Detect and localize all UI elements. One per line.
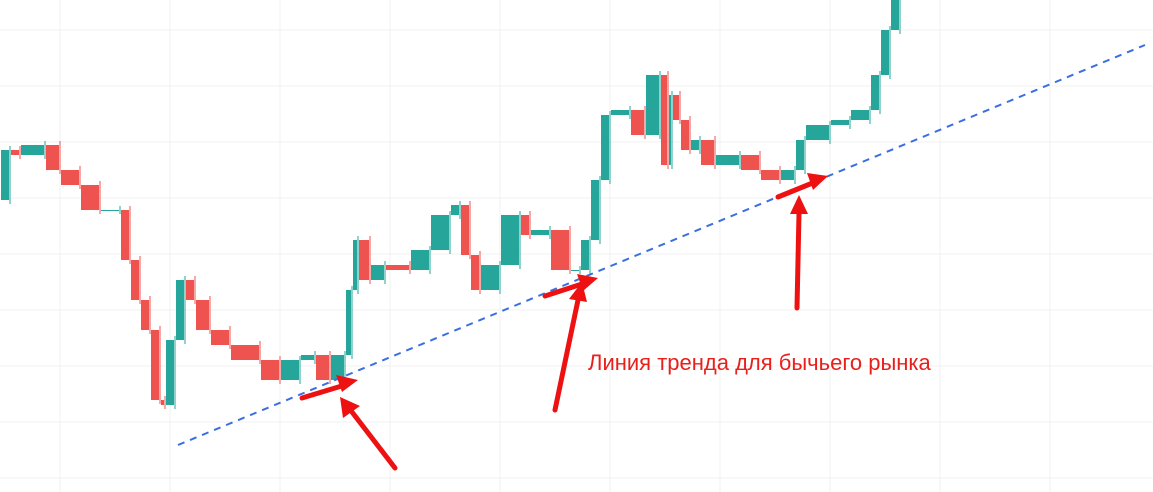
- candle: [501, 215, 519, 265]
- candle: [431, 215, 449, 250]
- candle: [81, 185, 99, 210]
- candle: [701, 140, 714, 165]
- arrow: [349, 409, 398, 471]
- candle: [761, 170, 779, 180]
- candle: [1, 150, 9, 200]
- candle: [21, 145, 44, 155]
- candle: [741, 155, 759, 170]
- candle: [121, 210, 129, 260]
- candle: [131, 260, 139, 300]
- candle: [411, 250, 429, 270]
- candle: [301, 355, 314, 360]
- candle: [11, 150, 19, 155]
- candle: [161, 400, 164, 405]
- candle: [316, 355, 329, 380]
- candle: [581, 240, 589, 270]
- candle: [571, 270, 579, 271]
- candle: [796, 140, 804, 170]
- candle: [716, 155, 739, 165]
- candle: [669, 95, 671, 165]
- candle: [661, 75, 667, 165]
- candle: [691, 140, 699, 150]
- arrows: [299, 173, 828, 471]
- candle: [673, 95, 679, 120]
- arrow-head: [790, 195, 808, 214]
- candle: [646, 75, 659, 135]
- candle: [591, 180, 599, 240]
- candle: [331, 355, 344, 380]
- candle: [359, 240, 369, 280]
- candle: [521, 215, 529, 235]
- candle: [851, 110, 869, 120]
- candle: [141, 300, 149, 330]
- candle: [281, 360, 299, 380]
- arrow: [299, 382, 348, 401]
- arrow: [542, 280, 588, 299]
- candle: [481, 265, 499, 290]
- candle: [881, 30, 889, 75]
- candle: [891, 0, 899, 30]
- candle: [346, 290, 351, 355]
- candle: [211, 330, 229, 345]
- arrow: [775, 179, 818, 200]
- candle: [186, 280, 194, 300]
- candle: [101, 210, 119, 211]
- candle: [166, 340, 174, 405]
- candle: [61, 170, 79, 185]
- candle: [601, 115, 609, 180]
- candle: [781, 170, 794, 180]
- candle: [611, 110, 629, 115]
- arrow-head: [340, 397, 360, 418]
- candle: [451, 205, 459, 215]
- candle: [371, 265, 384, 280]
- candle: [831, 120, 849, 125]
- arrow: [552, 297, 581, 413]
- candle: [681, 120, 689, 150]
- candle: [176, 280, 184, 340]
- candle: [386, 265, 409, 270]
- candles: [1, 0, 901, 409]
- arrow-head: [807, 173, 828, 190]
- arrow-head: [336, 375, 358, 392]
- candle: [231, 345, 259, 360]
- candle: [531, 230, 549, 235]
- candle: [871, 75, 879, 110]
- candle: [261, 360, 279, 380]
- arrow-head: [569, 282, 587, 302]
- candle: [461, 205, 469, 255]
- candle: [551, 230, 569, 270]
- candle: [151, 330, 159, 400]
- candle: [471, 255, 479, 290]
- annotation: Линия тренда для бычьего рынка: [588, 350, 932, 375]
- candle: [353, 240, 357, 290]
- candle: [631, 110, 644, 135]
- candle: [196, 300, 209, 330]
- candle: [46, 145, 59, 170]
- candle: [806, 125, 829, 140]
- arrow: [794, 210, 802, 311]
